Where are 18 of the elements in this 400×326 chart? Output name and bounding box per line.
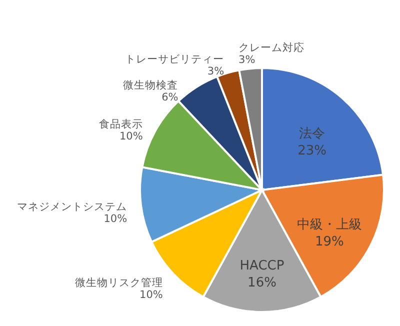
data-label: 3%	[207, 65, 224, 78]
slice-label: マネジメントシステム	[17, 201, 128, 214]
data-label: 10%	[140, 289, 163, 302]
slice-label: 中級・上級	[296, 217, 362, 232]
slice-label: 食品表示	[98, 117, 143, 130]
data-label: 10%	[119, 130, 143, 142]
data-label: 3%	[238, 54, 256, 66]
data-label: 6%	[162, 91, 178, 104]
slice-label: HACCP	[240, 258, 284, 274]
data-label: 23%	[298, 143, 326, 158]
data-label: 16%	[248, 276, 276, 291]
data-label: 10%	[104, 213, 128, 226]
slice-label: 微生物リスク管理	[74, 276, 163, 290]
slice-label: 微生物検査	[123, 78, 178, 92]
slice-label: 法令	[299, 126, 326, 142]
data-label: 19%	[314, 234, 344, 250]
slice-label: クレーム対応	[238, 41, 305, 54]
slice-label: トレーサビリティー	[125, 53, 224, 66]
